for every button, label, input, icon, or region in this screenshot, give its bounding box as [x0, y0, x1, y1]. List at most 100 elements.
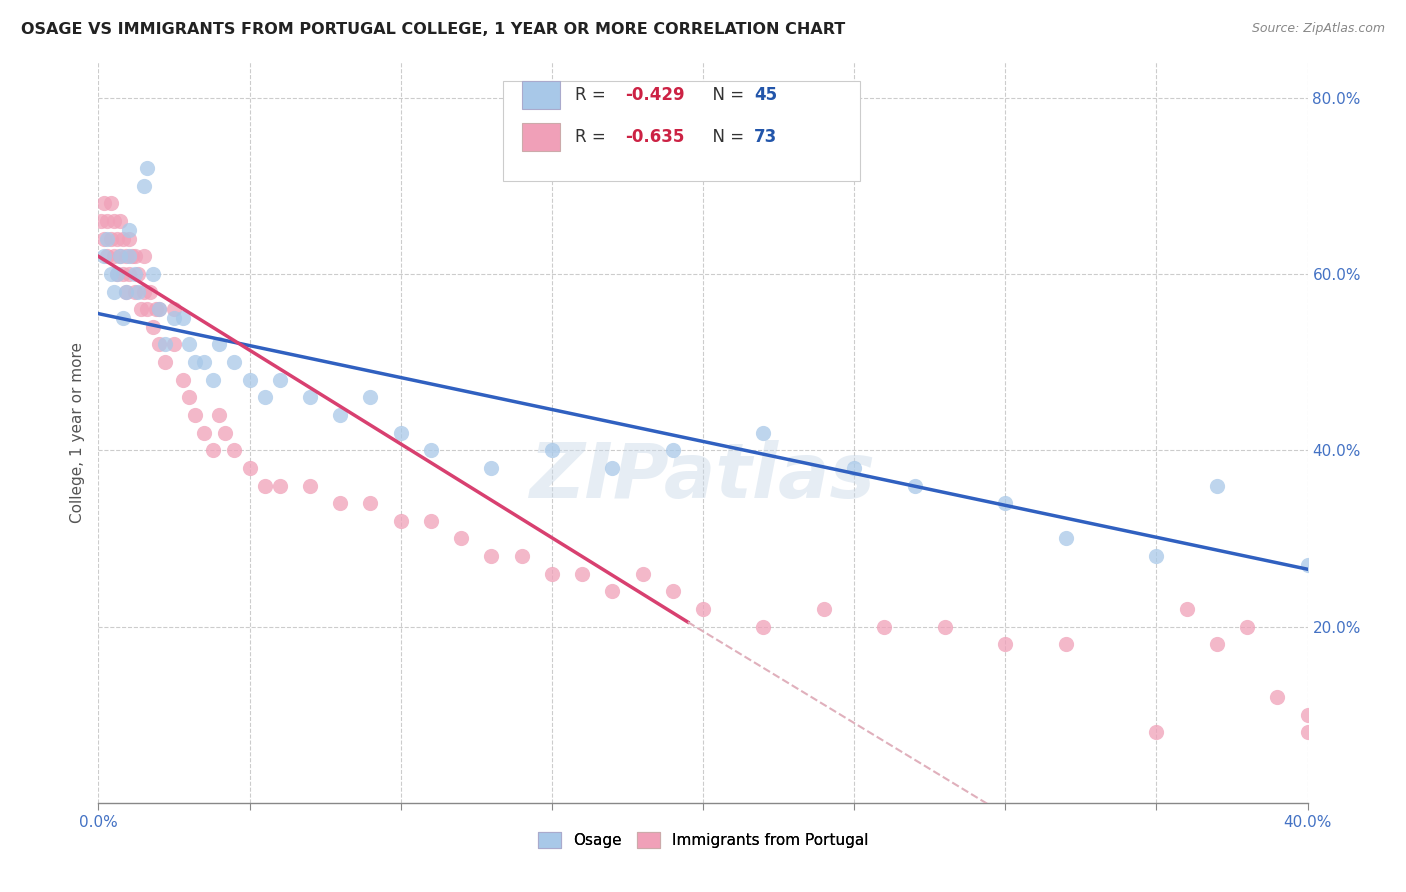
Point — [813, 602, 835, 616]
Text: 45: 45 — [754, 86, 778, 104]
Point — [118, 249, 141, 263]
Point — [1267, 690, 1289, 704]
Point — [329, 408, 352, 422]
Point — [1054, 532, 1077, 546]
Point — [193, 355, 215, 369]
Point — [90, 214, 112, 228]
Point — [1144, 725, 1167, 739]
Point — [253, 390, 276, 404]
Point — [510, 549, 533, 563]
Point — [661, 443, 683, 458]
Point — [142, 267, 165, 281]
Point — [184, 408, 207, 422]
Point — [105, 232, 128, 246]
Point — [139, 285, 162, 299]
Point — [132, 178, 155, 193]
Point — [224, 355, 246, 369]
Point — [111, 311, 134, 326]
Point — [127, 267, 149, 281]
Point — [114, 249, 136, 263]
Point — [269, 478, 291, 492]
Point — [118, 223, 141, 237]
Point — [1236, 619, 1258, 633]
Point — [602, 584, 624, 599]
Point — [111, 232, 134, 246]
Point — [329, 496, 352, 510]
Point — [844, 461, 866, 475]
Point — [105, 267, 128, 281]
FancyBboxPatch shape — [522, 81, 561, 109]
Point — [153, 337, 176, 351]
Point — [148, 302, 170, 317]
Point — [389, 425, 412, 440]
Point — [184, 355, 207, 369]
Text: Source: ZipAtlas.com: Source: ZipAtlas.com — [1251, 22, 1385, 36]
Point — [132, 285, 155, 299]
Point — [224, 443, 246, 458]
Point — [360, 390, 382, 404]
Point — [994, 637, 1017, 651]
Legend: Osage, Immigrants from Portugal: Osage, Immigrants from Portugal — [531, 826, 875, 855]
Point — [96, 232, 118, 246]
Point — [692, 602, 714, 616]
Point — [214, 425, 236, 440]
Point — [602, 461, 624, 475]
Point — [124, 249, 146, 263]
Point — [163, 302, 186, 317]
Point — [124, 285, 146, 299]
Point — [540, 443, 562, 458]
Point — [93, 196, 115, 211]
Point — [752, 425, 775, 440]
Point — [96, 249, 118, 263]
Point — [127, 285, 149, 299]
Point — [253, 478, 276, 492]
Point — [103, 285, 125, 299]
Point — [1296, 558, 1319, 572]
Point — [100, 267, 122, 281]
FancyBboxPatch shape — [503, 81, 860, 181]
Point — [179, 390, 201, 404]
Text: R =: R = — [575, 86, 610, 104]
Text: OSAGE VS IMMIGRANTS FROM PORTUGAL COLLEGE, 1 YEAR OR MORE CORRELATION CHART: OSAGE VS IMMIGRANTS FROM PORTUGAL COLLEG… — [21, 22, 845, 37]
Point — [108, 249, 131, 263]
Point — [108, 214, 131, 228]
Point — [96, 214, 118, 228]
Point — [129, 302, 152, 317]
Point — [93, 232, 115, 246]
Point — [994, 496, 1017, 510]
Point — [103, 214, 125, 228]
Point — [450, 532, 472, 546]
Point — [142, 319, 165, 334]
Point — [631, 566, 654, 581]
Point — [299, 390, 322, 404]
Point — [114, 285, 136, 299]
Point — [1054, 637, 1077, 651]
Point — [571, 566, 593, 581]
Point — [1206, 478, 1229, 492]
Point — [420, 443, 443, 458]
Point — [934, 619, 956, 633]
FancyBboxPatch shape — [522, 123, 561, 152]
Point — [1175, 602, 1198, 616]
Point — [93, 249, 115, 263]
Text: ZIPatlas: ZIPatlas — [530, 440, 876, 514]
Point — [389, 514, 412, 528]
Point — [103, 249, 125, 263]
Point — [481, 461, 503, 475]
Point — [193, 425, 215, 440]
Point — [239, 373, 262, 387]
Point — [163, 311, 186, 326]
Point — [172, 311, 194, 326]
Point — [202, 373, 225, 387]
Point — [145, 302, 167, 317]
Point — [118, 267, 141, 281]
Point — [1144, 549, 1167, 563]
Text: -0.635: -0.635 — [626, 128, 685, 146]
Point — [132, 249, 155, 263]
Point — [148, 302, 170, 317]
Point — [202, 443, 225, 458]
Text: -0.429: -0.429 — [626, 86, 685, 104]
Point — [269, 373, 291, 387]
Point — [135, 302, 157, 317]
Point — [179, 337, 201, 351]
